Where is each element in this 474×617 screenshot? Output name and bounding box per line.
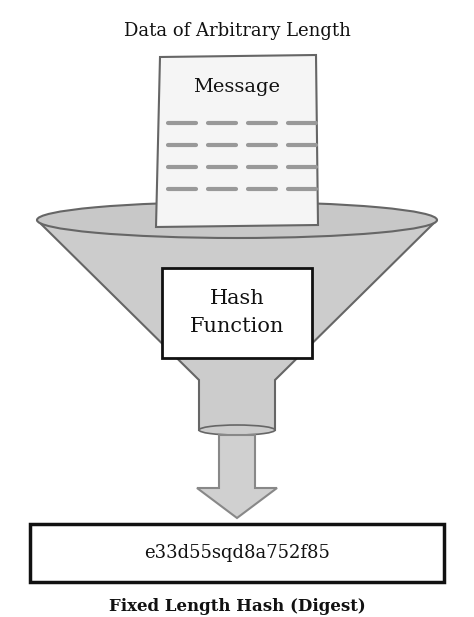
Ellipse shape [37, 202, 437, 238]
Polygon shape [197, 435, 277, 518]
Text: Message: Message [193, 78, 281, 96]
Polygon shape [37, 220, 437, 430]
Text: Hash
Function: Hash Function [190, 289, 284, 336]
Bar [30, 524, 444, 582]
Text: e33d55sqd8a752f85: e33d55sqd8a752f85 [144, 544, 330, 562]
PathPatch shape [156, 55, 318, 227]
Bar [162, 268, 312, 358]
Ellipse shape [199, 425, 275, 435]
Text: Fixed Length Hash (Digest): Fixed Length Hash (Digest) [109, 598, 365, 615]
Text: Data of Arbitrary Length: Data of Arbitrary Length [124, 22, 350, 40]
